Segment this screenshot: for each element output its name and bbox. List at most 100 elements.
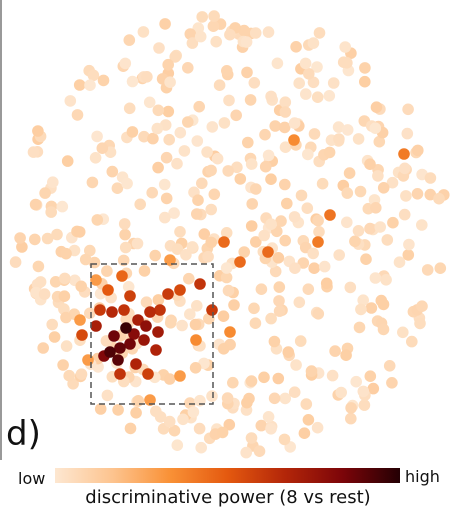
scatter-point [279,178,291,191]
scatter-point-highlight [190,334,202,346]
legend-low-label: low [18,469,45,488]
scatter-point [358,399,371,411]
scatter-point [180,249,192,261]
scatter-point [262,149,275,162]
scatter-point [308,128,321,140]
scatter-point [262,26,275,38]
scatter-point [176,319,188,332]
scatter-point-highlight [174,370,186,382]
scatter-point [84,244,96,257]
scatter-point [196,177,208,190]
scatter-point [293,77,306,89]
scatter-point [400,190,412,202]
scatter-point [56,200,69,213]
scatter-point [146,186,158,199]
scatter-point-highlight [288,134,300,146]
scatter-point [119,57,132,70]
scatter-point [255,283,268,296]
scatter-point [32,125,44,137]
scatter-point [138,130,150,143]
scatter-point [335,386,348,399]
scatter-point [195,441,207,454]
scatter-point [265,90,277,103]
scatter-point [111,182,124,194]
scatter-point [354,185,367,198]
scatter-point [47,176,59,188]
scatter-point [341,216,353,229]
scatter-point [302,283,315,296]
scatter-point [217,343,230,355]
scatter-point-highlight [74,314,86,326]
scatter-point [63,369,75,382]
scatter-point [198,228,211,240]
scatter-point [163,415,176,428]
legend-high-label: high [405,467,440,486]
scatter-point [220,271,233,284]
scatter-point [350,375,363,388]
scatter-point [424,188,437,201]
scatter-point [294,335,307,347]
scatter-point [278,121,291,134]
scatter-point [60,311,72,324]
scatter-point [364,222,376,235]
scatter-point-highlight [116,270,128,282]
scatter-point [245,158,258,170]
scatter-point [58,290,71,303]
scatter-point [160,192,173,205]
scatter-point [177,413,189,426]
scatter-point [231,161,243,174]
scatter-point [268,335,281,348]
scatter-point [194,30,207,43]
scatter-point [221,65,233,77]
scatter-point [124,422,137,435]
scatter-point [258,371,270,384]
scatter-point [245,432,258,444]
scatter-point [143,96,156,109]
scatter-point [234,173,247,185]
scatter-point [313,27,326,39]
scatter-point [241,66,253,79]
scatter-point [365,302,378,314]
scatter-point [202,250,214,263]
scatter-point [316,177,329,190]
scatter-point [151,122,164,135]
scatter-point [163,373,176,385]
scatter-point [49,276,62,288]
scatter-point [186,241,199,253]
scatter-point [279,96,292,108]
scatter-point [323,146,336,159]
scatter-point [327,77,340,89]
scatter-point [352,133,365,145]
scatter-point [189,318,202,331]
scatter-point [370,202,382,214]
scatter-point [217,310,230,323]
scatter-point [333,133,345,145]
scatter-point [244,94,257,106]
scatter-point [369,272,382,284]
scatter-point [370,101,383,113]
scatter-point [332,121,345,133]
scatter-point [318,260,331,273]
scatter-point [91,214,104,226]
scatter-point [248,77,261,89]
scatter-point [297,257,310,269]
scatter-point [60,340,73,352]
scatter-point [84,307,96,320]
scatter-point [372,170,384,182]
scatter-point [308,262,321,275]
scatter-point [79,253,92,266]
scatter-point [123,34,136,46]
scatter-point [152,294,165,306]
scatter-point [269,265,282,278]
scatter-point [273,305,286,317]
scatter-point [262,411,275,423]
scatter-point [305,365,318,377]
scatter-point [341,124,354,136]
scatter-point-highlight [154,304,166,316]
scatter-point-highlight [262,246,274,258]
scatter-point [289,262,301,275]
scatter-point [220,227,233,239]
scatter-point-highlight [398,148,410,160]
scatter-point [281,197,293,210]
scatter-point [208,188,221,201]
